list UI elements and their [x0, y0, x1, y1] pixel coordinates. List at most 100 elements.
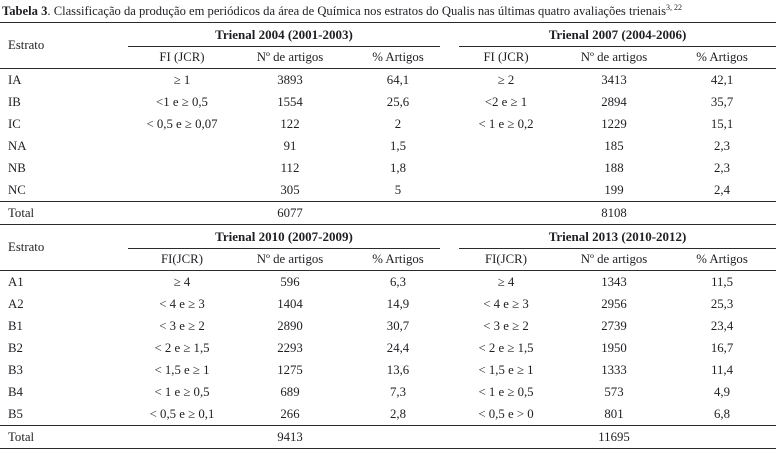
column-header-row: FI (JCR) Nº de artigos % Artigos FI (JCR…	[0, 47, 776, 69]
table-row: NB 112 1,8 188 2,3	[0, 157, 776, 179]
n-artigos-cell: 1343	[601, 274, 627, 289]
table-caption: Tabela 3. Classificação da produção em p…	[0, 0, 776, 22]
pct-artigos-cell: 2,3	[714, 160, 731, 175]
column-header-row: FI(JCR) Nº de artigos % Artigos FI(JCR) …	[0, 249, 776, 271]
estrato-header: Estrato	[0, 224, 128, 271]
n-artigos-cell: 2739	[601, 318, 627, 333]
fi-cell: < 4 e ≥ 3	[483, 296, 529, 311]
estrato-cell: IB	[8, 94, 21, 109]
empty-cell	[344, 201, 453, 225]
n-artigos-cell: 2894	[601, 94, 627, 109]
total-row: Total 6077 8108	[0, 201, 776, 225]
group-title: Trienal 2004 (2001-2003)	[128, 27, 441, 47]
n-artigos-cell: 91	[283, 138, 297, 153]
pct-artigos-cell: 2	[394, 116, 402, 131]
n-artigos-cell: 1275	[277, 362, 303, 377]
total-value: 9413	[236, 425, 344, 449]
pct-artigos-cell: 4,9	[714, 384, 731, 399]
pct-artigos-cell: 1,8	[390, 160, 406, 175]
n-artigos-cell: 1554	[277, 94, 303, 109]
estrato-cell: B5	[8, 406, 23, 421]
table-row: A2 < 4 e ≥ 3 1404 14,9 < 4 e ≥ 3 2956 25…	[0, 293, 776, 315]
empty-cell	[452, 425, 561, 449]
col-header-pct-artigos: % Artigos	[344, 249, 453, 271]
table-caption-label: Tabela 3	[2, 4, 48, 18]
col-header-n-artigos: Nº de artigos	[560, 249, 669, 271]
group-title: Trienal 2007 (2004-2006)	[459, 27, 776, 47]
n-artigos-cell: 112	[280, 160, 300, 175]
pct-artigos-cell: 2,4	[714, 182, 731, 197]
total-row: Total 9413 11695	[0, 425, 776, 449]
group-title: Trienal 2010 (2007-2009)	[128, 229, 441, 249]
table-row: B5 < 0,5 e ≥ 0,1 266 2,8 < 0,5 e > 0 801…	[0, 403, 776, 426]
group-header-trienal-2004: Trienal 2004 (2001-2003)	[128, 23, 452, 47]
pct-artigos-cell: 14,9	[386, 296, 410, 311]
pct-artigos-cell: 6,3	[390, 274, 406, 289]
table-caption-text: . Classificação da produção em periódico…	[47, 4, 667, 18]
n-artigos-cell: 1404	[277, 296, 303, 311]
pct-artigos-cell: 7,3	[390, 384, 406, 399]
estrato-cell: B2	[8, 340, 23, 355]
fi-cell: < 4 e ≥ 3	[159, 296, 205, 311]
pct-artigos-cell: 5	[394, 182, 402, 197]
table-row: B4 < 1 e ≥ 0,5 689 7,3 < 1 e ≥ 0,5 573 4…	[0, 381, 776, 403]
n-artigos-cell: 2293	[277, 340, 303, 355]
fi-cell: <2 e ≥ 1	[484, 94, 528, 109]
table-row: NA 91 1,5 185 2,3	[0, 135, 776, 157]
col-header-fi: FI (JCR)	[128, 47, 236, 69]
n-artigos-cell: 266	[280, 406, 300, 421]
pct-artigos-cell: 35,7	[710, 94, 734, 109]
n-artigos-cell: 305	[280, 182, 300, 197]
fi-cell	[128, 135, 236, 157]
estrato-cell: IA	[8, 72, 22, 87]
table-row: IB <1 e ≥ 0,5 1554 25,6 <2 e ≥ 1 2894 35…	[0, 91, 776, 113]
fi-cell	[452, 157, 560, 179]
fi-cell	[452, 179, 560, 202]
n-artigos-cell: 3893	[277, 72, 303, 87]
total-value: 11695	[560, 425, 669, 449]
qualis-table: Estrato Trienal 2004 (2001-2003) Trienal…	[0, 22, 776, 449]
fi-cell: ≥ 1	[173, 72, 191, 87]
fi-cell	[128, 179, 236, 202]
n-artigos-cell: 199	[604, 182, 624, 197]
fi-cell	[452, 135, 560, 157]
n-artigos-cell: 573	[604, 384, 624, 399]
pct-artigos-cell: 6,8	[714, 406, 731, 421]
group-header-row: Estrato Trienal 2010 (2007-2009) Trienal…	[0, 224, 776, 271]
fi-cell: < 3 e ≥ 2	[483, 318, 529, 333]
col-header-fi: FI (JCR)	[452, 47, 561, 69]
empty-cell	[668, 201, 776, 225]
total-label: Total	[0, 425, 128, 449]
empty-cell	[128, 201, 236, 225]
group-header-trienal-2007: Trienal 2007 (2004-2006)	[452, 23, 776, 47]
fi-cell: < 1,5 e ≥ 1	[478, 362, 534, 377]
empty-cell	[344, 425, 453, 449]
estrato-cell: IC	[8, 116, 21, 131]
estrato-cell: NA	[8, 138, 27, 153]
n-artigos-cell: 1229	[601, 116, 627, 131]
pct-artigos-cell: 11,5	[711, 274, 733, 289]
group-header-trienal-2013: Trienal 2013 (2010-2012)	[452, 225, 776, 249]
table-row: IC < 0,5 e ≥ 0,07 122 2 < 1 e ≥ 0,2 1229…	[0, 113, 776, 135]
pct-artigos-cell: 25,6	[386, 94, 410, 109]
fi-cell: < 1 e ≥ 0,5	[154, 384, 210, 399]
pct-artigos-cell: 15,1	[710, 116, 734, 131]
pct-artigos-cell: 1,5	[390, 138, 406, 153]
fi-cell: < 0,5 e ≥ 0,07	[146, 116, 218, 131]
pct-artigos-cell: 23,4	[710, 318, 734, 333]
col-header-fi: FI(JCR)	[452, 249, 561, 271]
table-row: B1 < 3 e ≥ 2 2890 30,7 < 3 e ≥ 2 2739 23…	[0, 315, 776, 337]
table-row: A1 ≥ 4 596 6,3 ≥ 4 1343 11,5	[0, 271, 776, 294]
total-value: 6077	[236, 201, 344, 225]
pct-artigos-cell: 11,4	[711, 362, 733, 377]
col-header-n-artigos: Nº de artigos	[560, 47, 669, 69]
group-title: Trienal 2013 (2010-2012)	[459, 229, 776, 249]
col-header-n-artigos: Nº de artigos	[236, 47, 344, 69]
pct-artigos-cell: 13,6	[386, 362, 410, 377]
fi-cell: < 2 e ≥ 1,5	[154, 340, 210, 355]
total-value: 8108	[560, 201, 669, 225]
n-artigos-cell: 185	[604, 138, 624, 153]
fi-cell: < 1 e ≥ 0,2	[478, 116, 534, 131]
n-artigos-cell: 596	[280, 274, 300, 289]
estrato-cell: B3	[8, 362, 23, 377]
